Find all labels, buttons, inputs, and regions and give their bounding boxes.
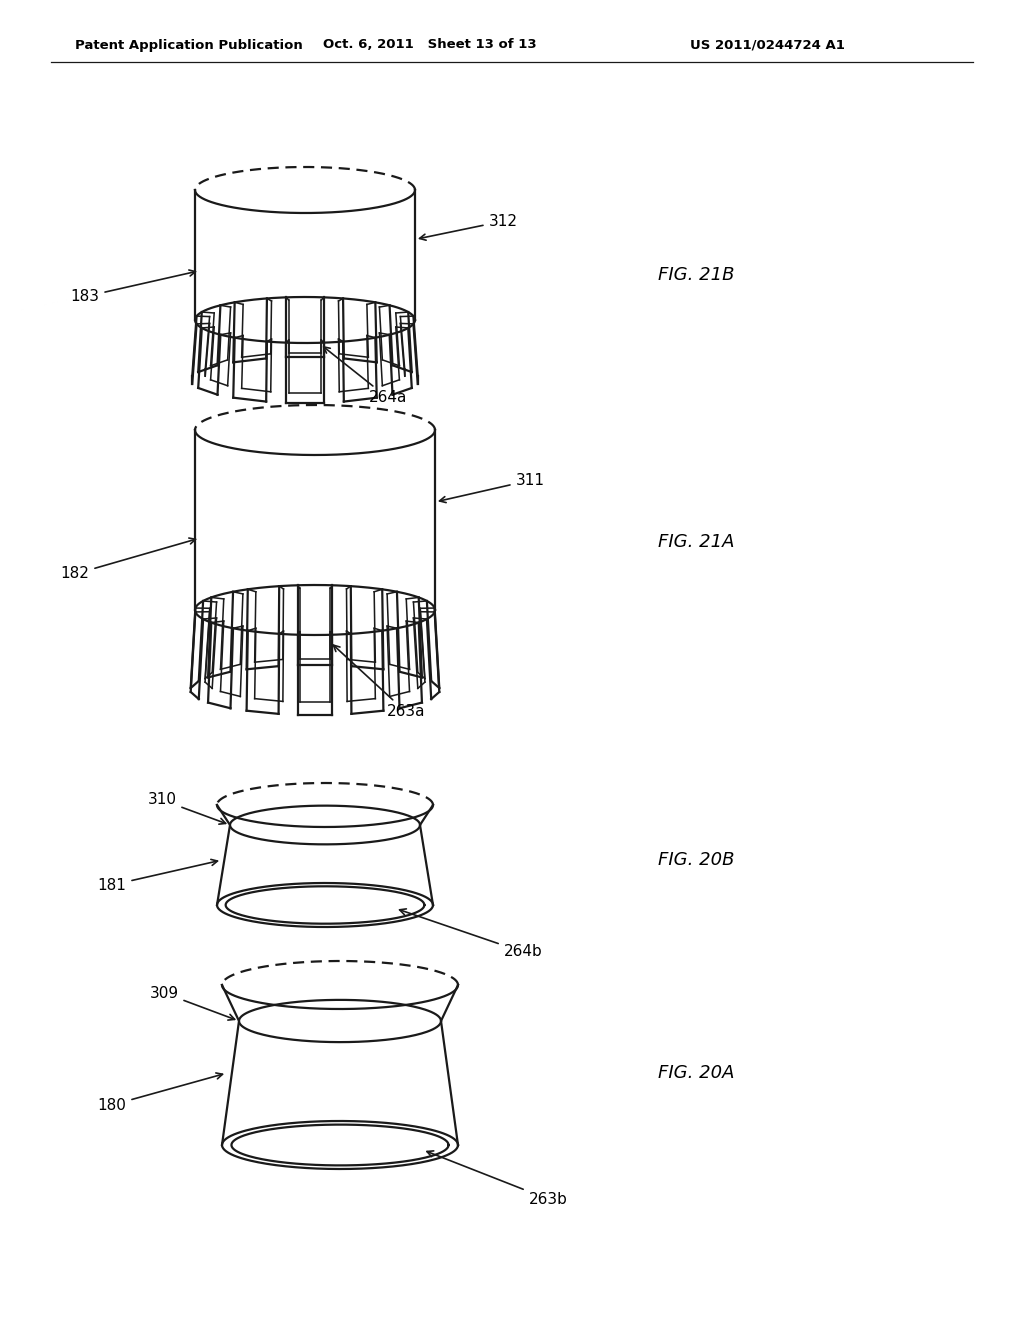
Text: 312: 312 bbox=[420, 214, 517, 240]
Text: Patent Application Publication: Patent Application Publication bbox=[75, 38, 303, 51]
Text: 310: 310 bbox=[147, 792, 225, 824]
Text: 264a: 264a bbox=[324, 347, 408, 405]
Text: Oct. 6, 2011   Sheet 13 of 13: Oct. 6, 2011 Sheet 13 of 13 bbox=[324, 38, 537, 51]
Text: 263a: 263a bbox=[334, 645, 425, 719]
Text: US 2011/0244724 A1: US 2011/0244724 A1 bbox=[690, 38, 845, 51]
Text: FIG. 21B: FIG. 21B bbox=[658, 265, 734, 284]
Text: 264b: 264b bbox=[399, 909, 543, 960]
Text: 181: 181 bbox=[97, 859, 217, 892]
Text: 263b: 263b bbox=[427, 1151, 567, 1206]
Text: 182: 182 bbox=[60, 539, 196, 582]
Text: FIG. 21A: FIG. 21A bbox=[658, 532, 734, 550]
Text: FIG. 20A: FIG. 20A bbox=[658, 1064, 734, 1082]
Text: FIG. 20B: FIG. 20B bbox=[658, 851, 734, 869]
Text: 311: 311 bbox=[439, 473, 545, 503]
Text: 183: 183 bbox=[71, 271, 196, 304]
Text: 180: 180 bbox=[97, 1073, 222, 1113]
Text: 309: 309 bbox=[150, 986, 234, 1020]
